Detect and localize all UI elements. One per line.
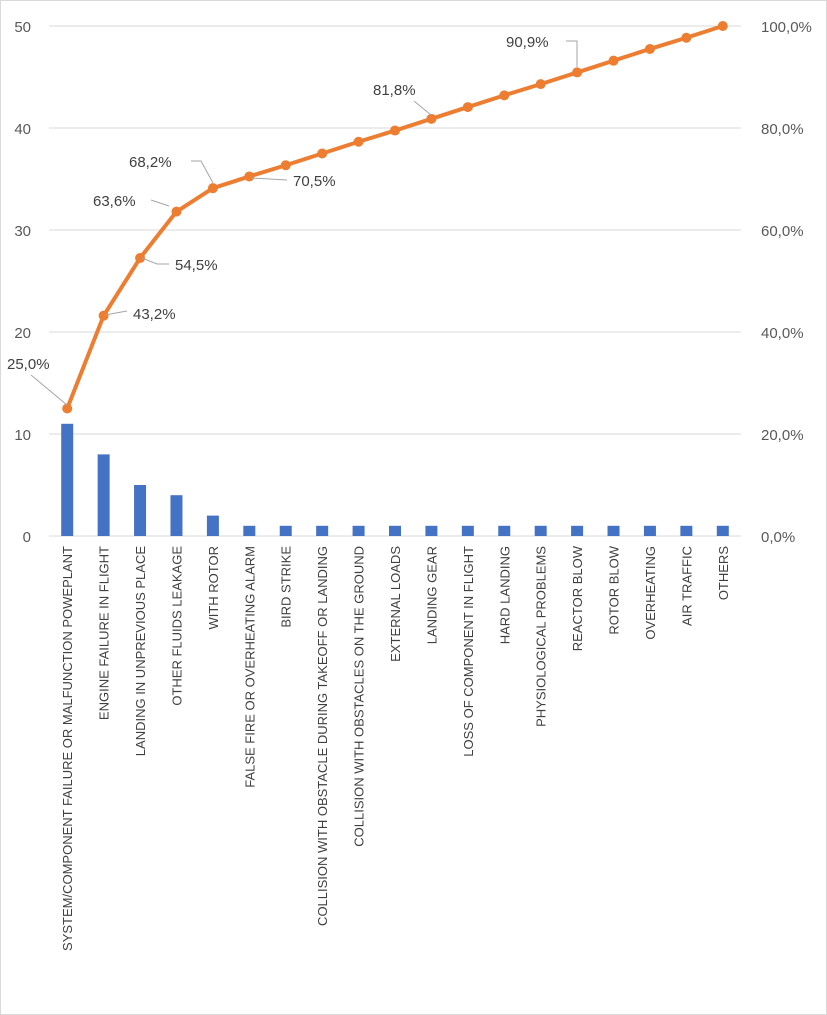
data-label: 54,5% xyxy=(175,257,218,274)
x-axis-category-label: HARD LANDING xyxy=(497,546,512,644)
data-label-leader xyxy=(250,177,288,181)
data-label: 90,9% xyxy=(506,34,549,51)
data-label: 81,8% xyxy=(373,82,416,99)
bar-3 xyxy=(134,485,147,536)
x-axis-category-label: ENGINE FAILURE IN FLIGHT xyxy=(97,546,112,720)
cumulative-point-7 xyxy=(280,160,291,171)
y-axis-tick-label: 20 xyxy=(14,325,31,342)
bar-8 xyxy=(316,525,329,536)
bar-17 xyxy=(643,525,656,536)
cumulative-point-10 xyxy=(390,125,400,136)
x-axis-category-label: LOSS OF COMPONENT IN FLIGHT xyxy=(461,546,476,757)
y2-axis-tick-label: 60,0% xyxy=(761,223,804,240)
x-axis-category-label: PHYSIOLOGICAL PROBLEMS xyxy=(534,546,549,727)
y2-axis-tick-label: 20,0% xyxy=(761,427,804,444)
x-axis-category-label: COLLISION WITH OBSTACLE DURING TAKEOFF O… xyxy=(315,546,330,926)
cumulative-point-17 xyxy=(644,43,655,54)
x-axis-category-label: REACTOR BLOW xyxy=(570,545,585,651)
data-label: 68,2% xyxy=(129,154,172,171)
x-axis-category-label: AIR TRAFFIC xyxy=(679,546,694,626)
data-label-leader xyxy=(30,374,68,406)
y-axis-tick-label: 50 xyxy=(14,19,31,36)
y-axis-tick-label: 40 xyxy=(14,121,31,138)
bar-10 xyxy=(389,525,401,536)
x-axis-category-label: COLLISION WITH OBSTACLES ON THE GROUND xyxy=(352,546,367,847)
bar-13 xyxy=(498,525,511,536)
cumulative-point-12 xyxy=(462,102,473,113)
bar-1 xyxy=(61,423,74,536)
cumulative-point-19 xyxy=(717,21,728,31)
cumulative-point-9 xyxy=(353,136,364,147)
bar-9 xyxy=(352,525,365,536)
cumulative-point-11 xyxy=(426,113,437,124)
bar-11 xyxy=(425,525,438,536)
x-axis-category-label: SYSTEM/COMPONENT FAILURE OR MALFUNCTION … xyxy=(60,546,75,951)
bar-19 xyxy=(716,525,729,536)
x-axis-category-label: FALSE FIRE OR OVERHEATING ALARM xyxy=(242,546,257,788)
bar-2 xyxy=(97,454,110,536)
y2-axis-tick-label: 40,0% xyxy=(761,325,804,342)
data-label: 70,5% xyxy=(293,173,336,190)
bar-18 xyxy=(680,525,693,536)
x-axis-category-label: BIRD STRIKE xyxy=(279,546,294,628)
cumulative-point-4 xyxy=(171,206,182,217)
bar-7 xyxy=(279,525,292,536)
y-axis-tick-label: 10 xyxy=(14,427,31,444)
data-label-leader xyxy=(413,100,432,116)
data-label-leader xyxy=(141,257,169,265)
y-axis-tick-label: 0 xyxy=(23,529,31,546)
bar-14 xyxy=(534,525,547,536)
data-label-leader xyxy=(566,40,578,67)
bar-16 xyxy=(607,525,620,536)
bar-4 xyxy=(170,495,183,536)
data-label-leader xyxy=(150,199,170,207)
cumulative-point-15 xyxy=(572,67,583,78)
x-axis-category-label: LANDING GEAR xyxy=(424,546,439,644)
cumulative-point-8 xyxy=(317,148,328,159)
data-label-leader xyxy=(104,310,128,316)
y2-axis-tick-label: 0,0% xyxy=(761,529,795,546)
data-label: 25,0% xyxy=(7,356,50,373)
data-label: 43,2% xyxy=(133,306,176,323)
data-label-leader xyxy=(191,160,214,184)
y2-axis-tick-label: 100,0% xyxy=(761,19,812,36)
y-axis-tick-label: 30 xyxy=(14,223,31,240)
x-axis-category-label: OTHERS xyxy=(716,546,731,601)
cumulative-point-16 xyxy=(608,55,619,66)
cumulative-point-2 xyxy=(98,310,109,321)
x-axis-category-label: LANDING IN UNPREVIOUS PLACE xyxy=(133,546,148,757)
x-axis-category-label: OVERHEATING xyxy=(643,546,658,640)
bar-6 xyxy=(243,525,256,536)
bar-15 xyxy=(571,525,584,536)
x-axis-category-label: EXTERNAL LOADS xyxy=(388,546,403,662)
cumulative-point-18 xyxy=(681,32,692,43)
cumulative-point-14 xyxy=(535,79,546,90)
cumulative-point-13 xyxy=(499,90,510,101)
y2-axis-tick-label: 80,0% xyxy=(761,121,804,138)
x-axis-category-label: ROTOR BLOW xyxy=(607,545,622,634)
cumulative-point-6 xyxy=(244,171,255,182)
cumulative-point-5 xyxy=(207,183,218,194)
data-label: 63,6% xyxy=(93,193,136,210)
x-axis-category-label: WITH ROTOR xyxy=(206,546,221,630)
bar-12 xyxy=(461,525,474,536)
x-axis-category-label: OTHER FLUIDS LEAKAGE xyxy=(169,546,184,706)
cumulative-point-3 xyxy=(135,253,146,264)
bar-5 xyxy=(206,515,219,536)
cumulative-point-1 xyxy=(62,403,73,414)
